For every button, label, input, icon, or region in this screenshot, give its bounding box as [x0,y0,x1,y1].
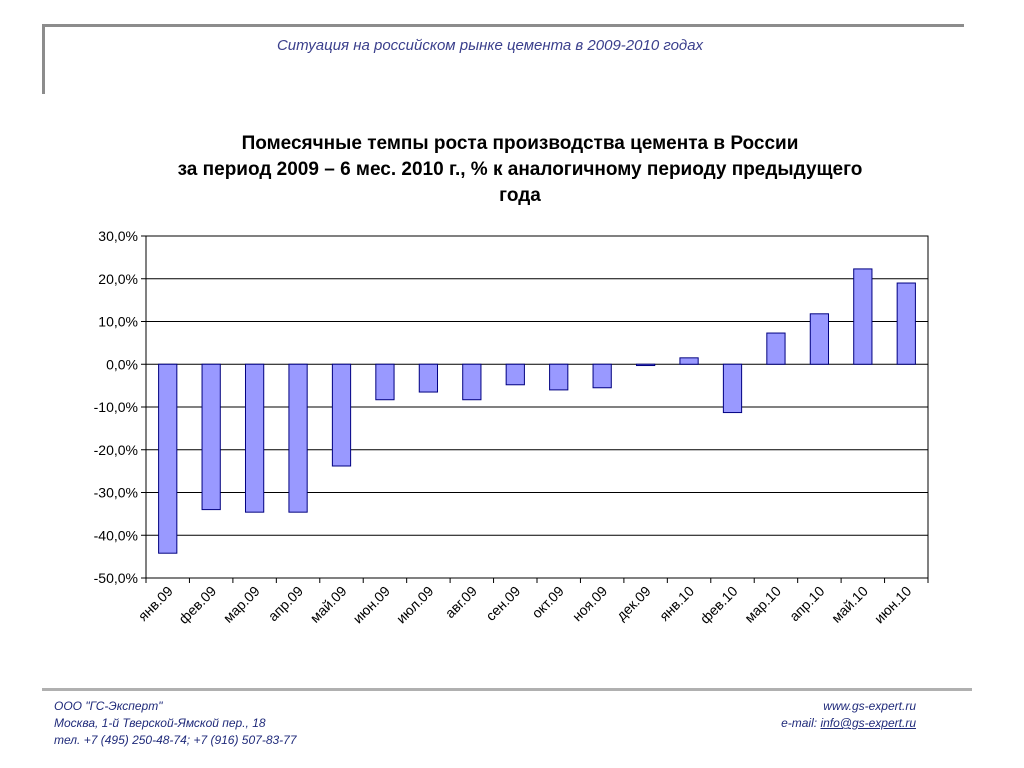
bar [158,363,178,554]
y-tick-label: -30,0% [94,485,138,501]
y-tick-label: -20,0% [94,442,138,458]
x-tick-label: авг.09 [442,583,480,621]
x-tick-label: июл.09 [393,583,437,627]
footer-links: www.gs-expert.ru e-mail: info@gs-expert.… [781,698,916,732]
footer-phone: тел. +7 (495) 250-48-74; +7 (916) 507-83… [54,733,297,747]
x-tick-label: апр.09 [265,583,307,625]
y-tick-label: -50,0% [94,570,138,586]
y-tick-label: -10,0% [94,399,138,415]
x-tick-label: фев.10 [697,583,741,627]
x-tick-label: сен.09 [482,583,523,624]
bar [201,363,221,511]
y-tick-label: 0,0% [106,356,138,372]
chart-title-line-1: Помесячные темпы роста производства цеме… [241,133,799,154]
x-tick-label: мар.10 [741,583,784,626]
bar [418,363,439,393]
footer-website[interactable]: www.gs-expert.ru [823,699,916,713]
footer-email-link[interactable]: info@gs-expert.ru [820,716,916,730]
x-tick-label: мар.09 [220,583,263,626]
x-tick-label: дек.09 [613,583,654,624]
x-tick-label: фев.09 [175,583,219,627]
x-tick-label: июн.09 [350,583,394,627]
bar [635,363,656,367]
bar [244,363,265,513]
x-tick-label: окт.09 [528,583,567,622]
bar [809,313,830,365]
footer-company: ООО "ГС-Эксперт" [54,699,163,713]
footer-email-label: e-mail: [781,716,821,730]
bar [766,332,786,365]
bar [288,363,308,513]
bar [592,363,612,389]
bar-chart: 30,0% 20,0% 10,0% 0,0% -10,0% -20,0% -30,0% -40… [94,228,929,627]
footer-email-row: e-mail: info@gs-expert.ru [781,715,916,732]
bar [375,363,395,401]
footer-contacts: ООО "ГС-Эксперт" Москва, 1-й Тверской-Ям… [54,698,297,749]
chart-title-line-3: года [499,185,541,206]
bar [853,268,873,365]
y-tick-label: 20,0% [98,271,138,287]
x-tick-label: ноя.09 [569,583,611,625]
chart-title-line-2: за период 2009 – 6 мес. 2010 г., % к ана… [177,159,863,180]
x-tick-label: май.10 [828,583,871,626]
y-tick-label: 30,0% [98,228,138,244]
y-tick-label: -40,0% [94,527,138,543]
bar [896,282,916,365]
bar [462,363,482,401]
x-tick-label: июн.10 [871,583,915,627]
chart-title: Помесячные темпы роста производства цеме… [100,131,940,209]
header-frame-top [42,24,964,27]
bar [722,363,743,414]
x-tick-label: май.09 [307,583,350,626]
footer-divider [42,688,972,691]
bar [679,357,699,365]
header-frame-left [42,24,45,94]
y-tick-label: 10,0% [98,314,138,330]
x-tick-label: апр.10 [786,583,828,625]
slide-header-title: Ситуация на российском рынке цемента в 2… [276,37,704,54]
bar [549,363,569,391]
bar [331,363,352,467]
x-tick-label: янв.10 [656,583,697,624]
bar [505,363,525,386]
footer-address: Москва, 1-й Тверской-Ямской пер., 18 [54,716,266,730]
x-tick-label: янв.09 [135,583,176,624]
